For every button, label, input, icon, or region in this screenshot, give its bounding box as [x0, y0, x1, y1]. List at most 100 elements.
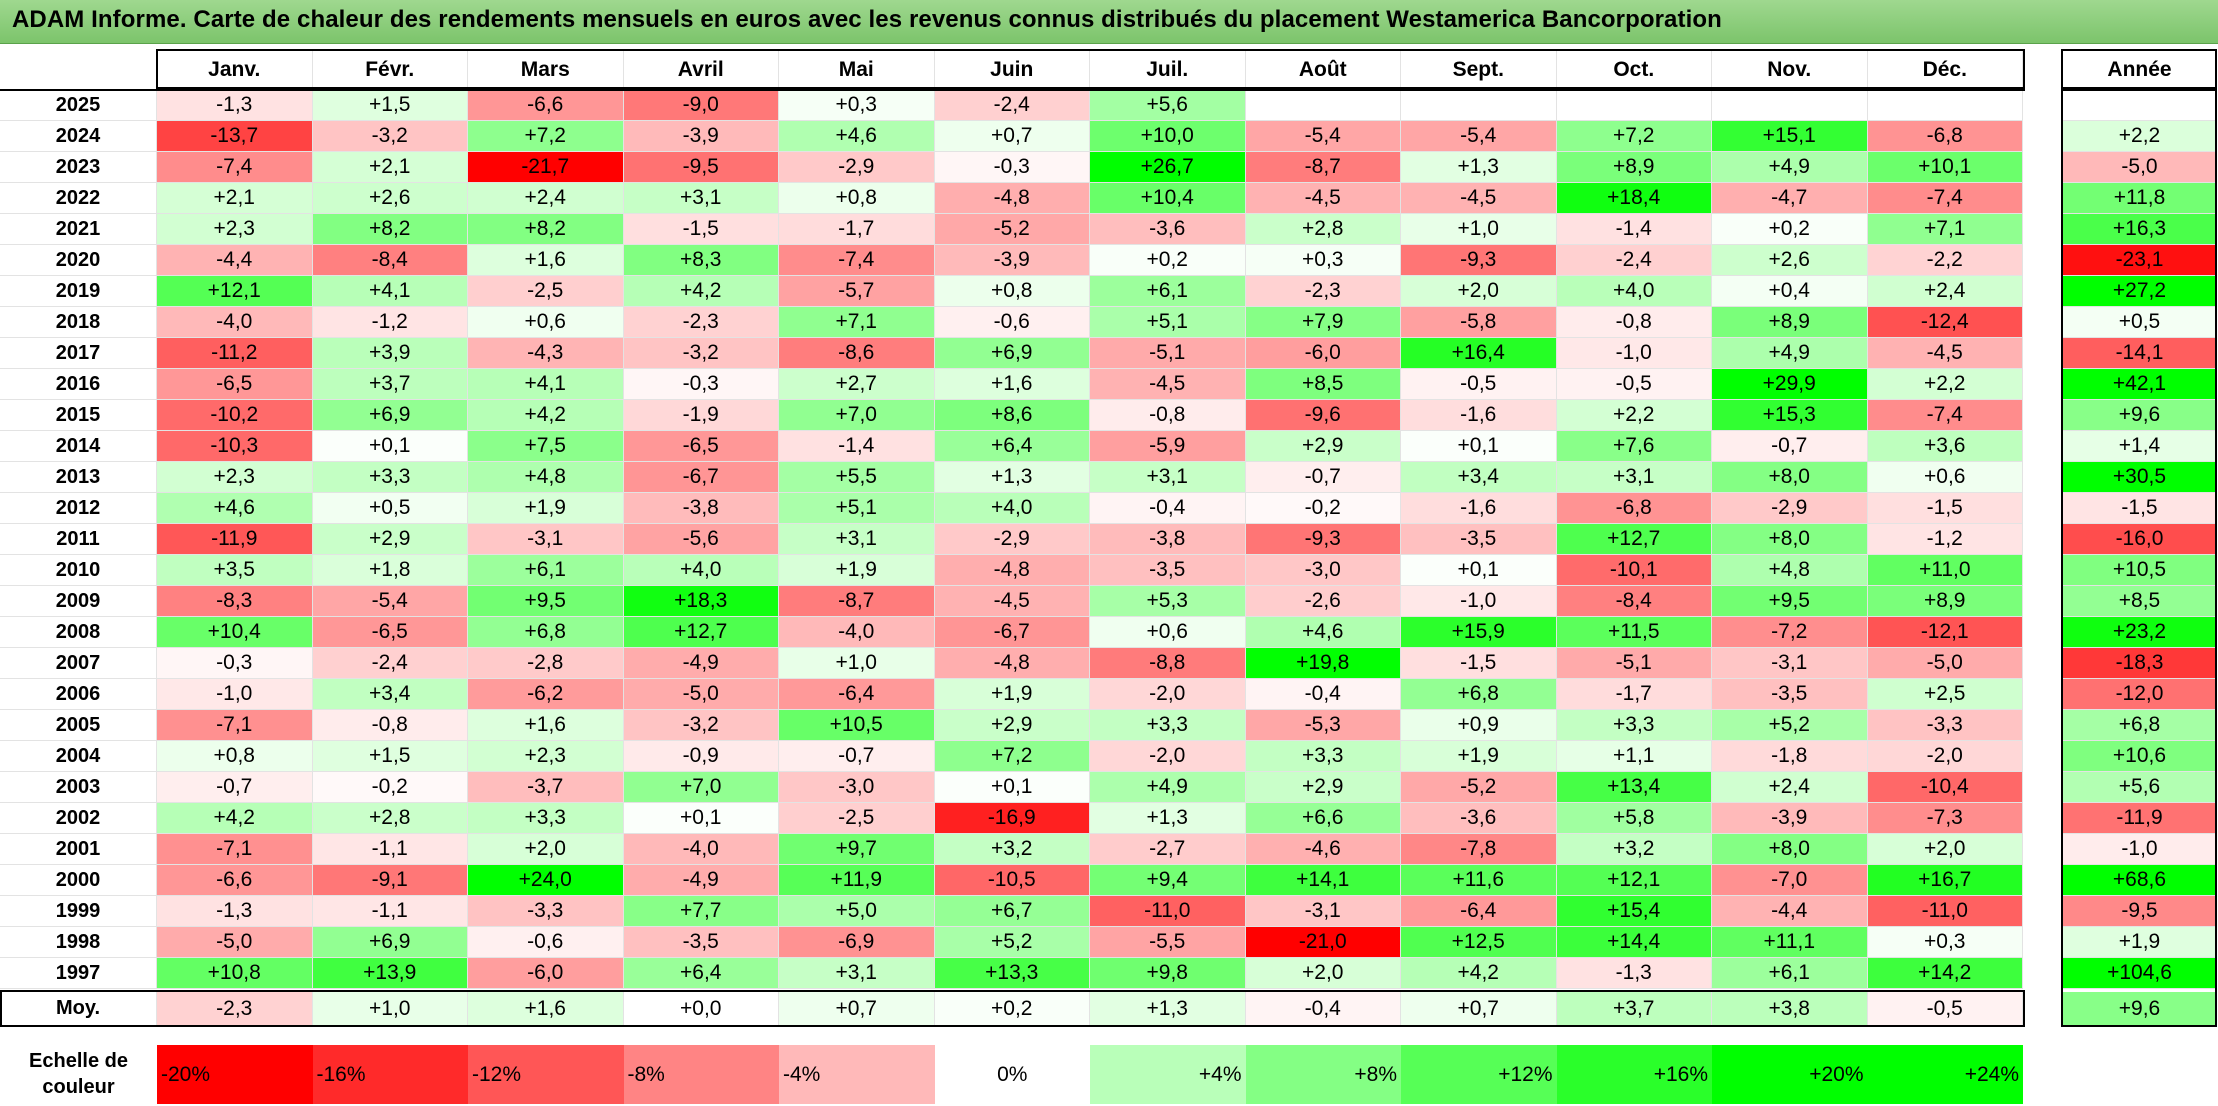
heatmap-cell: -6,6: [157, 865, 313, 896]
heatmap-cell: -1,5: [623, 214, 779, 245]
annual-cell: +1,9: [2063, 927, 2217, 958]
heatmap-cell: +6,7: [934, 896, 1090, 927]
heatmap-cell: [1712, 90, 1868, 121]
heatmap-cell: +13,9: [312, 958, 468, 989]
heatmap-cell: +15,9: [1401, 617, 1557, 648]
row-year-label: 2013: [0, 462, 157, 493]
chart-title: ADAM Informe. Carte de chaleur des rende…: [12, 6, 1722, 33]
row-year-label: 2003: [0, 772, 157, 803]
heatmap-cell: -4,0: [157, 307, 313, 338]
average-row-label: Moy.: [0, 992, 157, 1026]
column-header: Oct.: [1556, 51, 1712, 89]
heatmap-cell: +0,8: [934, 276, 1090, 307]
heatmap-cell: +2,6: [1712, 245, 1868, 276]
heatmap-cell: +3,6: [1867, 431, 2023, 462]
row-year-label: 2023: [0, 152, 157, 183]
heatmap-cell: -6,8: [1556, 493, 1712, 524]
heatmap-cell: +11,9: [779, 865, 935, 896]
heatmap-cell: -3,1: [1245, 896, 1401, 927]
heatmap-cell: +4,9: [1712, 152, 1868, 183]
heatmap-cell: +9,5: [468, 586, 624, 617]
heatmap-cell: +4,6: [1245, 617, 1401, 648]
heatmap-cell: +11,6: [1401, 865, 1557, 896]
heatmap-cell: -2,0: [1867, 741, 2023, 772]
column-header: Nov.: [1712, 51, 1868, 89]
heatmap-cell: +19,8: [1245, 648, 1401, 679]
heatmap-cell: -6,0: [468, 958, 624, 989]
average-cell: +1,0: [312, 992, 468, 1026]
heatmap-cell: -2,0: [1090, 741, 1246, 772]
heatmap-cell: -7,4: [1867, 400, 2023, 431]
heatmap-cell: -4,9: [623, 865, 779, 896]
heatmap-cell: -10,2: [157, 400, 313, 431]
heatmap-cell: -1,9: [623, 400, 779, 431]
heatmap-cell: +9,8: [1090, 958, 1246, 989]
heatmap-cell: +0,3: [1245, 245, 1401, 276]
heatmap-cell: +4,2: [1401, 958, 1557, 989]
row-year-label: 2006: [0, 679, 157, 710]
heatmap-cell: -8,8: [1090, 648, 1246, 679]
heatmap-cell: -3,5: [1401, 524, 1557, 555]
heatmap-cell: -8,4: [312, 245, 468, 276]
heatmap-cell: +1,3: [1090, 803, 1246, 834]
heatmap-cell: +2,1: [312, 152, 468, 183]
column-header: Sept.: [1401, 51, 1557, 89]
heatmap-cell: +1,8: [312, 555, 468, 586]
heatmap-cell: +6,4: [934, 431, 1090, 462]
heatmap-cell: -0,4: [1090, 493, 1246, 524]
heatmap-cell: -3,2: [312, 121, 468, 152]
annual-cell: +10,5: [2063, 555, 2217, 586]
heatmap-cell: +9,7: [779, 834, 935, 865]
heatmap-cell: -6,5: [157, 369, 313, 400]
heatmap-cell: -3,0: [1245, 555, 1401, 586]
heatmap-cell: +7,6: [1556, 431, 1712, 462]
heatmap-cell: -9,3: [1245, 524, 1401, 555]
heatmap-cell: -4,8: [934, 183, 1090, 214]
row-year-label: 2025: [0, 90, 157, 121]
heatmap-cell: -0,9: [623, 741, 779, 772]
heatmap-cell: -5,1: [1090, 338, 1246, 369]
color-scale-stop: +24%: [1867, 1045, 2023, 1104]
row-year-label: 2002: [0, 803, 157, 834]
row-year-label: 2017: [0, 338, 157, 369]
row-year-label: 2022: [0, 183, 157, 214]
heatmap-cell: -8,7: [779, 586, 935, 617]
heatmap-cell: +1,6: [934, 369, 1090, 400]
annual-cell: +23,2: [2063, 617, 2217, 648]
heatmap-cell: +3,1: [623, 183, 779, 214]
heatmap-cell: -7,4: [779, 245, 935, 276]
heatmap-cell: +7,9: [1245, 307, 1401, 338]
heatmap-cell: -0,8: [1556, 307, 1712, 338]
heatmap-cell: -7,0: [1712, 865, 1868, 896]
heatmap-cell: -21,0: [1245, 927, 1401, 958]
table-top-line: [0, 89, 2025, 91]
heatmap-cell: +5,6: [1090, 90, 1246, 121]
heatmap-cell: -0,6: [468, 927, 624, 958]
heatmap-cell: +4,6: [779, 121, 935, 152]
heatmap-cell: -1,1: [312, 834, 468, 865]
heatmap-cell: +7,2: [934, 741, 1090, 772]
heatmap-cell: +5,1: [779, 493, 935, 524]
column-header: Janv.: [157, 51, 313, 89]
column-header: Févr.: [312, 51, 468, 89]
heatmap-cell: -9,6: [1245, 400, 1401, 431]
heatmap-cell: -0,7: [779, 741, 935, 772]
color-scale-stop: 0%: [934, 1045, 1090, 1104]
heatmap-cell: -5,2: [1401, 772, 1557, 803]
column-header: Juil.: [1090, 51, 1246, 89]
heatmap-cell: -4,0: [779, 617, 935, 648]
heatmap-cell: +1,6: [468, 245, 624, 276]
heatmap-cell: +2,0: [1245, 958, 1401, 989]
heatmap-cell: -1,8: [1712, 741, 1868, 772]
heatmap-cell: -0,5: [1401, 369, 1557, 400]
heatmap-cell: +1,9: [779, 555, 935, 586]
heatmap-cell: -2,4: [312, 648, 468, 679]
heatmap-cell: +0,3: [779, 90, 935, 121]
heatmap-cell: -1,7: [779, 214, 935, 245]
heatmap-cell: -12,4: [1867, 307, 2023, 338]
heatmap-cell: -3,0: [779, 772, 935, 803]
average-annual-cell: +9,6: [2063, 992, 2217, 1026]
heatmap-cell: -5,1: [1556, 648, 1712, 679]
heatmap-cell: +11,5: [1556, 617, 1712, 648]
annual-cell: +30,5: [2063, 462, 2217, 493]
